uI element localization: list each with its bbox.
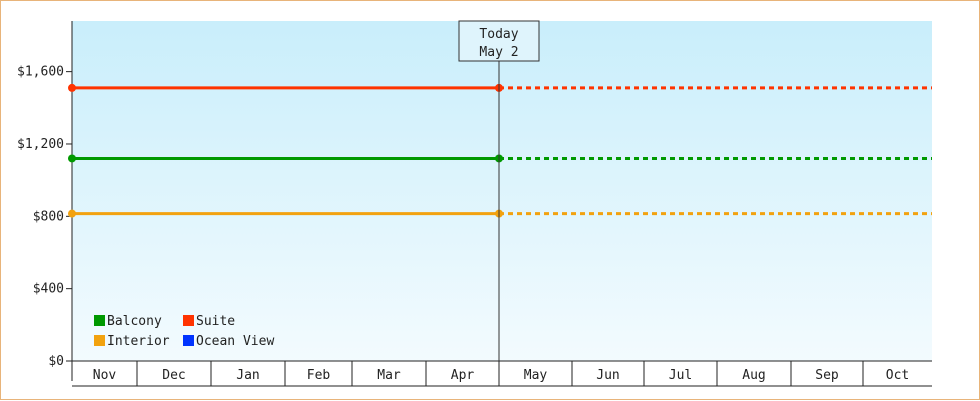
today-box — [458, 20, 540, 62]
legend-label-ocean-view: Ocean View — [196, 334, 274, 349]
legend-label-balcony: Balcony — [107, 314, 162, 329]
month-label-nov: Nov — [93, 368, 117, 383]
month-label-dec: Dec — [162, 368, 185, 383]
legend: Balcony Suite Interior Ocean View — [94, 314, 274, 349]
month-label-oct: Oct — [886, 368, 909, 383]
month-label-aug: Aug — [742, 368, 765, 383]
x-axis: Nov Dec Jan Feb Mar Apr May Jun Jul Aug Sep Oct — [72, 360, 932, 387]
legend-swatch-ocean-view — [183, 335, 194, 346]
month-label-mar: Mar — [377, 368, 401, 383]
today-label: Today — [479, 27, 518, 42]
month-label-apr: Apr — [451, 368, 475, 383]
month-label-jul: Jul — [669, 368, 692, 383]
y-tick-label-3: $1,200 — [17, 137, 64, 152]
month-label-jun: Jun — [596, 368, 619, 383]
series-point-start-balcony — [68, 154, 76, 163]
month-label-jan: Jan — [236, 368, 259, 383]
legend-label-suite: Suite — [196, 314, 235, 329]
y-tick-label-0: $0 — [48, 354, 64, 369]
legend-label-interior: Interior — [107, 334, 170, 349]
plot-background — [72, 21, 932, 361]
today-date: May 2 — [479, 45, 518, 60]
legend-swatch-suite — [183, 315, 194, 326]
y-tick-label-2: $800 — [33, 209, 64, 224]
series-point-start-suite — [68, 83, 76, 92]
y-tick-label-1: $400 — [33, 282, 64, 297]
legend-swatch-interior — [94, 335, 105, 346]
month-label-sep: Sep — [815, 368, 839, 383]
y-tick-label-4: $1,600 — [17, 65, 64, 80]
legend-swatch-balcony — [94, 315, 105, 326]
today-marker: Today May 2 — [458, 20, 540, 361]
y-axis: $0 $400 $800 $1,200 $1,600 — [17, 21, 73, 381]
month-label-feb: Feb — [307, 368, 331, 383]
month-label-may: May — [524, 368, 548, 383]
series-point-start-interior — [68, 209, 76, 218]
